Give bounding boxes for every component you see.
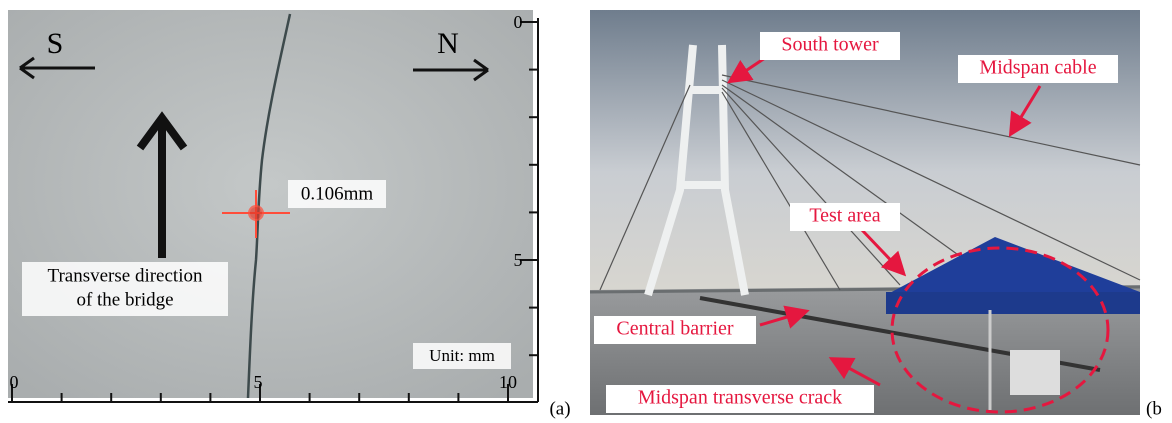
direction-label: of the bridge bbox=[76, 289, 173, 310]
west-label: S bbox=[47, 27, 64, 60]
midspan-cable-label: Midspan cable bbox=[979, 57, 1096, 79]
crack-label: Midspan transverse crack bbox=[638, 387, 842, 409]
panel-tag: (b bbox=[1146, 398, 1162, 419]
panel-tag: (a) bbox=[549, 398, 570, 419]
ruler-label: 0 bbox=[514, 12, 523, 32]
figure: S N 0.106mm Transverse direction of the … bbox=[0, 0, 1172, 423]
east-label: N bbox=[437, 27, 459, 60]
ruler-label: 10 bbox=[499, 372, 517, 392]
ruler-label: 0 bbox=[10, 372, 19, 392]
test-area-label: Test area bbox=[809, 205, 880, 227]
panel-a: S N 0.106mm Transverse direction of the … bbox=[8, 10, 571, 419]
south-tower-label: South tower bbox=[781, 34, 879, 56]
panel-b: South tower Midspan cable Test area Cent… bbox=[590, 10, 1162, 419]
central-barrier-label: Central barrier bbox=[616, 318, 733, 340]
crack-width: 0.106mm bbox=[301, 183, 374, 204]
ruler-label: 5 bbox=[254, 372, 263, 392]
unit-label: Unit: mm bbox=[429, 346, 495, 365]
direction-label: Transverse direction bbox=[48, 265, 203, 286]
ruler-label: 5 bbox=[514, 250, 523, 270]
